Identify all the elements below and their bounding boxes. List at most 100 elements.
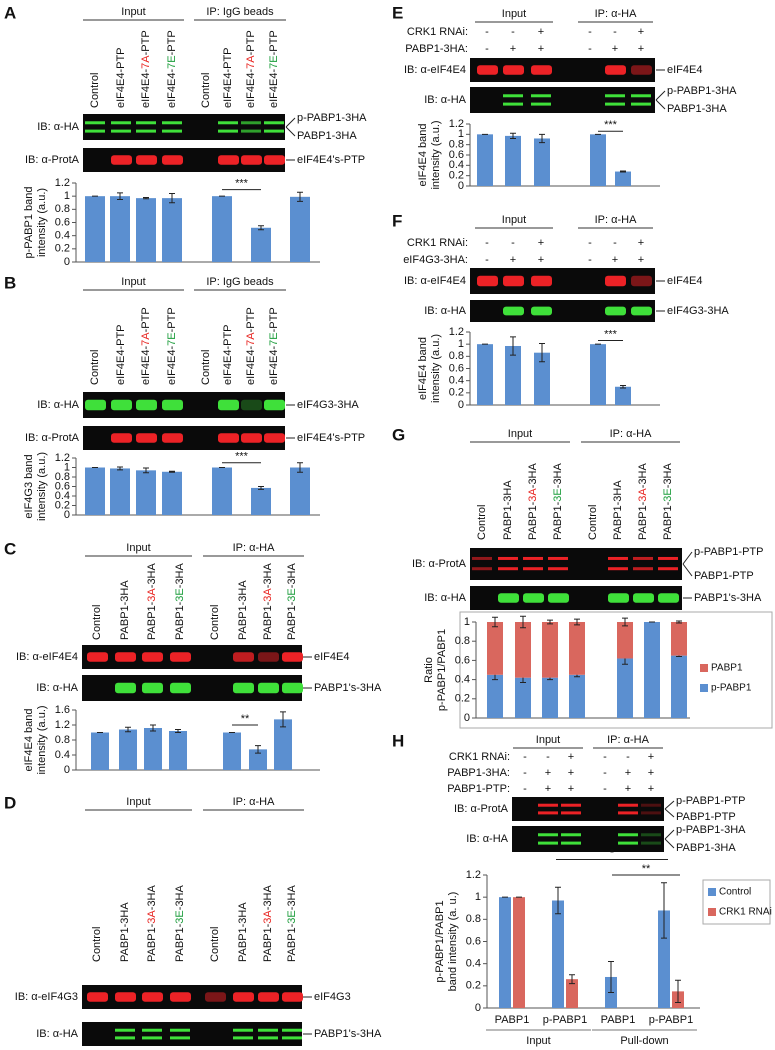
treatment-label: PABP1-PTP: [447,783,510,795]
group-header: Input [121,276,145,288]
error-bar [620,170,626,173]
bar-segment [644,622,660,718]
blot-band [233,992,254,1002]
blot-band [162,399,183,411]
y-tick-label: 0.6 [55,216,70,228]
treatment-label: PABP1-3HA: [447,767,510,779]
blot-band [561,803,581,807]
lane-label-part: eIF4E4- [140,346,152,385]
band-label: eIF4E4 [667,275,702,287]
lane-label-part: 7E [166,55,178,68]
group-header: Input [502,214,526,226]
bar [615,386,631,405]
group-header: Input [502,8,526,20]
band-arrow [682,551,693,565]
blot-background [82,1022,302,1046]
error-bar [280,711,286,728]
blot-band [618,803,638,807]
blot-band [111,155,132,165]
blot-band [170,652,191,662]
treatment-label: PABP1-3HA: [405,43,468,55]
error-bar [569,974,575,985]
lane-label-part: 3A [637,488,649,502]
lane-label-part: eIF4E4- [166,346,178,385]
bar [110,196,130,262]
blot-band [658,556,678,560]
error-bar [622,617,628,627]
y-tick-label: 1.2 [449,326,464,338]
error-bar [574,618,580,626]
row-label: IB: α-HA [424,305,466,317]
blot-band [115,682,136,694]
band-label: PABP1-3HA [297,130,357,142]
bar-segment [671,622,687,656]
bar [249,749,267,770]
blot-band [282,652,303,662]
lane-label-part: eIF4E4-PTP [222,47,234,108]
blot-band [258,992,279,1002]
blot-band [170,682,191,694]
lane-label: Control [476,505,488,540]
lane-label-part: 7E [268,55,280,68]
lane-label: PABP1-3A-3HA [146,884,158,962]
group-header: IP: α-HA [595,8,637,20]
lane-label-part: eIF4E4- [245,346,257,385]
treatment-sign: - [511,26,515,38]
y-tick-label: 0 [458,399,464,411]
treatment-sign: - [485,43,489,55]
band-arrow [655,99,666,110]
error-bar [608,960,614,993]
blot-band [605,306,626,316]
blot-band [498,593,519,603]
treatment-sign: + [612,43,618,55]
lane-label: PABP1-3HA [612,480,624,540]
bar [615,171,631,186]
significance-label: *** [235,177,249,189]
blot-band [561,811,581,815]
lane-label: Control [91,927,103,962]
lane-label: PABP1-3HA [119,902,131,962]
lane-label-part: PABP1- [146,601,158,640]
band-arrow [285,126,296,137]
blot-band [162,433,183,443]
y-tick-label: 1 [458,128,464,140]
band-arrow [664,808,675,818]
lane-label-part: -PTP [245,30,257,55]
lane-label-part: -3HA [662,462,674,488]
y-tick-label: 0.4 [55,230,70,242]
bar [119,729,137,770]
y-axis-label: p-PABP1/PABP1 [434,900,446,982]
blot-band [233,682,254,694]
y-tick-label: 0.8 [55,734,70,746]
band-label: PABP1-PTP [694,570,754,582]
blot-band [631,65,652,75]
y-tick-label: 0.4 [55,490,70,502]
row-label: IB: α-ProtA [25,154,80,166]
lane-label-part: 3E [286,588,298,601]
significance-label: ** [642,863,651,875]
row-label: IB: α-ProtA [454,803,509,815]
blot-band [531,65,552,75]
lane-label: Control [89,350,101,385]
y-tick-label: 1.2 [466,869,481,881]
error-bar [492,616,498,628]
error-bar [620,385,626,389]
lane-label: Control [209,927,221,962]
y-tick-label: 1.6 [55,704,70,716]
lane-label: PABP1-3A-3HA [262,562,274,640]
bar [590,134,606,186]
treatment-sign: + [538,254,544,266]
blot-band [531,94,551,98]
blot-background [470,87,655,113]
blot-band [111,121,131,125]
x-group-label: Pull-down [620,1035,668,1047]
lane-label-part: Control [89,73,101,108]
lane-label: eIF4E4-7E-PTP [166,307,178,385]
blot-band [605,65,626,75]
lane-label-part: -3HA [286,884,298,910]
lane-label-part: PABP1-3HA [119,902,131,962]
treatment-sign: + [638,26,644,38]
blot-band [115,1028,135,1032]
treatment-sign: - [523,783,527,795]
treatment-sign: + [648,767,654,779]
